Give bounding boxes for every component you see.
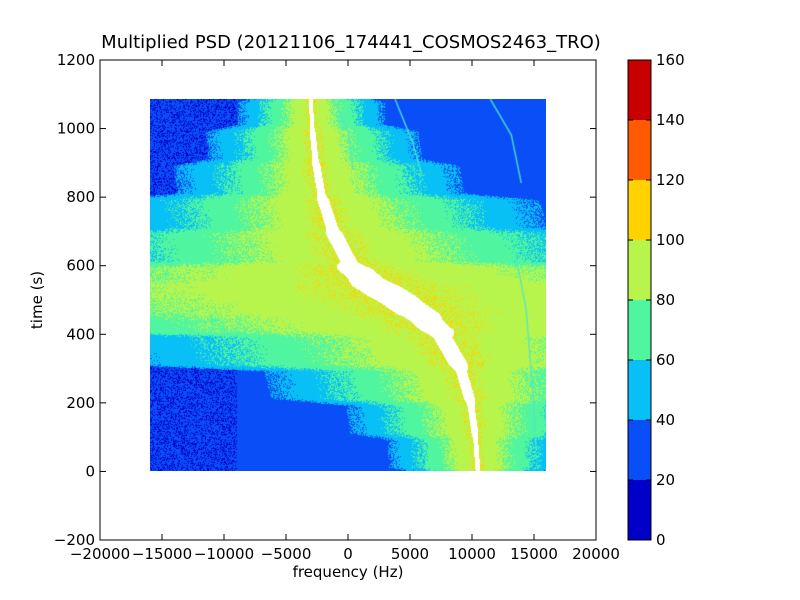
x-tick-label: 15000	[510, 545, 558, 563]
y-tick-label: 1000	[57, 120, 95, 138]
x-tick-label: −5000	[261, 545, 312, 563]
x-axis-label: frequency (Hz)	[293, 563, 404, 581]
colorbar-tick-label: 160	[656, 51, 685, 69]
y-tick-label: 400	[66, 325, 95, 343]
colorbar-band	[628, 300, 651, 360]
y-tick-label: 600	[66, 257, 95, 275]
x-tick-label: 20000	[572, 545, 620, 563]
colorbar-tick-label: 20	[656, 471, 675, 489]
x-tick-label: −15000	[132, 545, 192, 563]
heatmap-layer	[150, 99, 546, 471]
colorbar-ticks: 0 20 40 60 80 100 120 140 160	[628, 51, 685, 549]
colorbar-bands	[628, 60, 651, 540]
colorbar: 0 20 40 60 80 100 120 140 160	[627, 51, 685, 549]
colorbar-band	[628, 60, 651, 120]
y-tick-label: −200	[54, 531, 95, 549]
x-tick-label: 0	[343, 545, 353, 563]
colorbar-tick-label: 0	[656, 531, 666, 549]
colorbar-band	[628, 420, 651, 480]
colorbar-tick-label: 140	[656, 111, 685, 129]
x-tick-label: 10000	[448, 545, 496, 563]
spectrogram-heatmap-image	[150, 99, 546, 471]
colorbar-tick-label: 60	[656, 351, 675, 369]
x-tick-label: −20000	[70, 545, 130, 563]
y-axis-ticks: −200 0 200 400 600 800 1000 1200	[54, 51, 596, 549]
colorbar-band	[628, 120, 651, 180]
chart-title: Multiplied PSD (20121106_174441_COSMOS24…	[101, 32, 601, 53]
colorbar-band	[628, 240, 651, 300]
plot-area: −20000 −15000 −10000 −5000 0 5000 10000 15000 20…	[54, 51, 620, 563]
y-axis-label: time (s)	[28, 271, 46, 329]
x-tick-label: 5000	[391, 545, 429, 563]
colorbar-tick-label: 100	[656, 231, 685, 249]
x-axis-ticks: −20000 −15000 −10000 −5000 0 5000 10000 15000 20…	[70, 60, 620, 563]
colorbar-band	[628, 360, 651, 420]
colorbar-tick-label: 80	[656, 291, 675, 309]
y-tick-label: 800	[66, 188, 95, 206]
colorbar-band	[628, 480, 651, 540]
colorbar-tick-label: 40	[656, 411, 675, 429]
x-tick-label: −10000	[194, 545, 254, 563]
colorbar-band	[628, 180, 651, 240]
colorbar-tick-label: 120	[656, 171, 685, 189]
y-tick-label: 0	[85, 462, 95, 480]
y-tick-label: 200	[66, 394, 95, 412]
y-tick-label: 1200	[57, 51, 95, 69]
